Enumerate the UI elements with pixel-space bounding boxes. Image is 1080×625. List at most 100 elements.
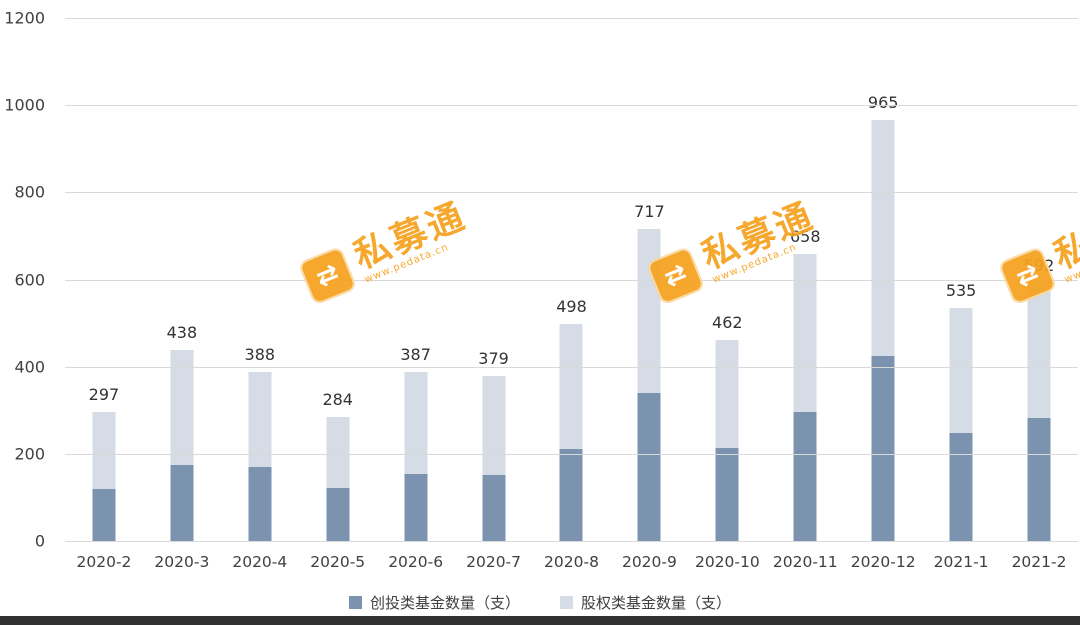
x-tick-label: 2020-5 <box>310 553 366 571</box>
stacked-bar <box>871 120 895 541</box>
segment-equity <box>637 228 661 393</box>
segment-equity <box>404 372 428 474</box>
x-tick-label: 2021-2 <box>1011 553 1067 571</box>
segment-venture <box>248 466 272 541</box>
total-label: 717 <box>634 201 665 221</box>
y-tick-label: 1200 <box>4 8 45 28</box>
stacked-bar <box>715 339 739 541</box>
bottom-window-edge <box>0 616 1080 625</box>
x-tick-label: 2020-3 <box>154 553 210 571</box>
bar-column: 535 <box>922 18 1000 541</box>
y-tick-label: 600 <box>14 270 45 289</box>
x-tick-label: 2020-12 <box>850 553 916 571</box>
bar-column: 387 <box>377 18 455 541</box>
legend: 创投类基金数量（支） 股权类基金数量（支） <box>0 592 1080 613</box>
segment-equity <box>559 323 583 450</box>
gridline <box>65 279 1078 281</box>
x-tick-label: 2021-1 <box>933 553 989 571</box>
segment-venture <box>793 412 817 541</box>
x-tick-label: 2020-11 <box>772 553 838 571</box>
bar-column: 717 <box>610 18 688 541</box>
total-label: 498 <box>556 296 587 316</box>
segment-venture <box>482 475 506 541</box>
bar-column: 498 <box>533 18 611 541</box>
bar-column: 965 <box>844 18 922 541</box>
segment-equity <box>871 120 895 356</box>
total-label: 965 <box>867 93 899 113</box>
x-tick-label: 2020-4 <box>232 553 288 571</box>
x-tick-label: 2020-10 <box>694 553 760 571</box>
bar-column: 388 <box>221 18 299 541</box>
total-label: 297 <box>88 384 120 404</box>
x-tick-label: 2020-9 <box>621 553 677 571</box>
total-label: 387 <box>400 345 431 365</box>
y-tick-label: 800 <box>14 182 45 202</box>
legend-item-equity: 股权类基金数量（支） <box>560 592 731 613</box>
total-label: 284 <box>322 390 353 410</box>
gridline <box>65 366 1078 368</box>
gridline <box>65 541 1078 542</box>
total-label: 592 <box>1023 256 1055 275</box>
segment-equity <box>949 307 973 434</box>
stacked-bar <box>170 350 194 541</box>
segment-venture <box>871 355 895 541</box>
legend-label-equity: 股权类基金数量（支） <box>581 594 732 612</box>
segment-venture <box>326 487 350 541</box>
segment-venture <box>559 449 583 541</box>
total-label: 535 <box>945 280 977 300</box>
segment-venture <box>949 433 973 541</box>
segment-venture <box>637 392 661 541</box>
legend-swatch-equity <box>560 596 573 609</box>
segment-equity <box>482 375 506 476</box>
stacked-bar <box>92 411 116 541</box>
legend-item-venture: 创投类基金数量（支） <box>348 592 520 613</box>
segment-venture <box>404 473 428 541</box>
stacked-bar <box>248 371 272 541</box>
total-label: 438 <box>166 323 198 343</box>
x-tick-label: 2020-7 <box>466 553 522 571</box>
bar-column: 284 <box>299 18 377 541</box>
segment-venture <box>715 448 739 541</box>
y-tick-label: 1000 <box>4 95 45 115</box>
segment-equity <box>326 417 350 488</box>
stacked-bar <box>949 307 973 541</box>
segment-venture <box>92 488 116 541</box>
bar-column: 658 <box>766 18 844 541</box>
stacked-bar <box>1027 283 1051 541</box>
gridline <box>65 18 1078 19</box>
x-tick-label: 2020-2 <box>76 553 132 571</box>
gridline <box>65 105 1078 107</box>
total-label: 388 <box>244 344 276 364</box>
segment-venture <box>170 464 194 541</box>
total-label: 379 <box>478 348 509 368</box>
segment-venture <box>1027 417 1051 541</box>
segment-equity <box>248 371 272 467</box>
segment-equity <box>92 411 116 489</box>
stacked-bar <box>637 228 661 541</box>
bar-column: 297 <box>65 18 143 541</box>
y-tick-label: 200 <box>14 444 45 464</box>
bars-container: 297 438 388 284 387 379 498 717 462 658 965 535 592 <box>65 18 1078 541</box>
y-tick-label: 400 <box>14 357 45 377</box>
total-label: 462 <box>712 312 743 332</box>
legend-swatch-venture <box>348 596 362 609</box>
y-tick-label: 0 <box>34 531 45 551</box>
stacked-bar <box>482 375 506 541</box>
legend-label-venture: 创投类基金数量（支） <box>369 594 520 612</box>
stacked-bar <box>404 372 428 541</box>
gridline <box>65 192 1078 194</box>
plot-area: 297 438 388 284 387 379 498 717 462 658 965 535 592 <box>65 18 1078 542</box>
x-tick-label: 2020-8 <box>544 553 599 571</box>
x-axis: 2020-2 2020-3 2020-4 2020-5 2020-6 2020-7 2020… <box>65 553 1078 571</box>
x-tick-label: 2020-6 <box>388 553 444 571</box>
y-axis: 0 200 400 600 800 1000 1200 <box>0 9 55 551</box>
segment-equity <box>793 254 817 412</box>
segment-equity <box>170 350 194 465</box>
segment-equity <box>715 339 739 449</box>
stacked-bar <box>559 323 583 541</box>
stacked-bar <box>793 254 817 541</box>
segment-equity <box>1027 283 1051 418</box>
bar-column: 438 <box>143 18 221 541</box>
bar-column: 379 <box>455 18 533 541</box>
